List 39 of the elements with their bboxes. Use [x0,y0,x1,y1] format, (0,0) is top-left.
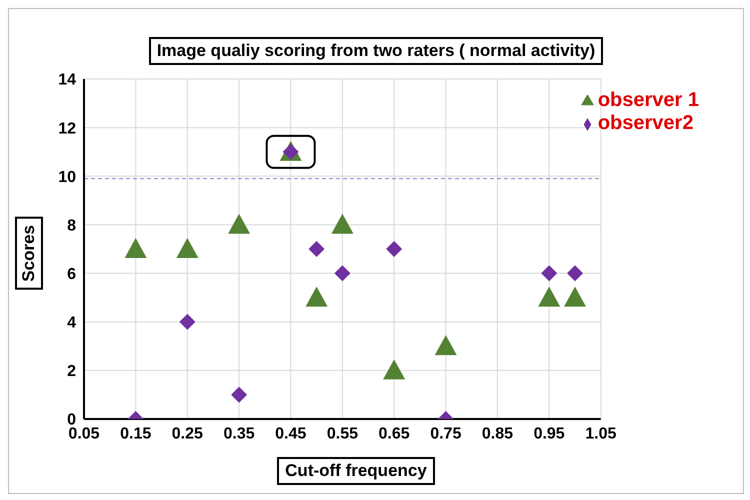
point [228,214,250,234]
x-tick-label: 0.65 [378,425,410,442]
x-tick-label: 0.95 [534,425,565,442]
x-tick-label: 0.25 [172,425,204,442]
legend-label: observer2 [598,112,694,134]
point [176,238,198,258]
x-tick-label: 0.85 [482,425,514,442]
point [566,265,583,282]
x-tick-label: 1.05 [585,425,616,442]
point [538,286,560,307]
point [331,214,354,234]
y-tick-label: 2 [67,363,76,380]
x-tick-label: 0.05 [68,425,100,442]
point [179,314,196,330]
x-tick-label: 0.75 [430,425,462,442]
point [231,386,248,403]
y-tick-label: 12 [58,120,76,138]
y-tick-label: 8 [67,217,76,234]
point [308,241,325,257]
y-tick-label: 6 [67,266,76,283]
legend-label: observer 1 [598,89,699,111]
point [541,265,558,282]
chart-title: Image qualiy scoring from two raters ( normal activity) [148,37,604,65]
x-axis-title: Cut-off frequency [277,457,435,485]
point [124,238,147,258]
y-tick-label: 14 [58,72,76,89]
point [564,286,586,307]
y-axis-title: Scores [15,217,43,290]
point [383,359,406,380]
point [334,265,350,282]
x-tick-label: 0.35 [223,425,255,442]
y-tick-label: 4 [67,314,76,332]
x-tick-label: 0.55 [326,425,358,442]
y-tick-label: 10 [58,168,76,186]
point [434,335,457,356]
point [386,241,402,257]
x-tick-label: 0.15 [120,425,152,442]
x-tick-label: 0.45 [275,425,306,442]
point [306,286,328,307]
